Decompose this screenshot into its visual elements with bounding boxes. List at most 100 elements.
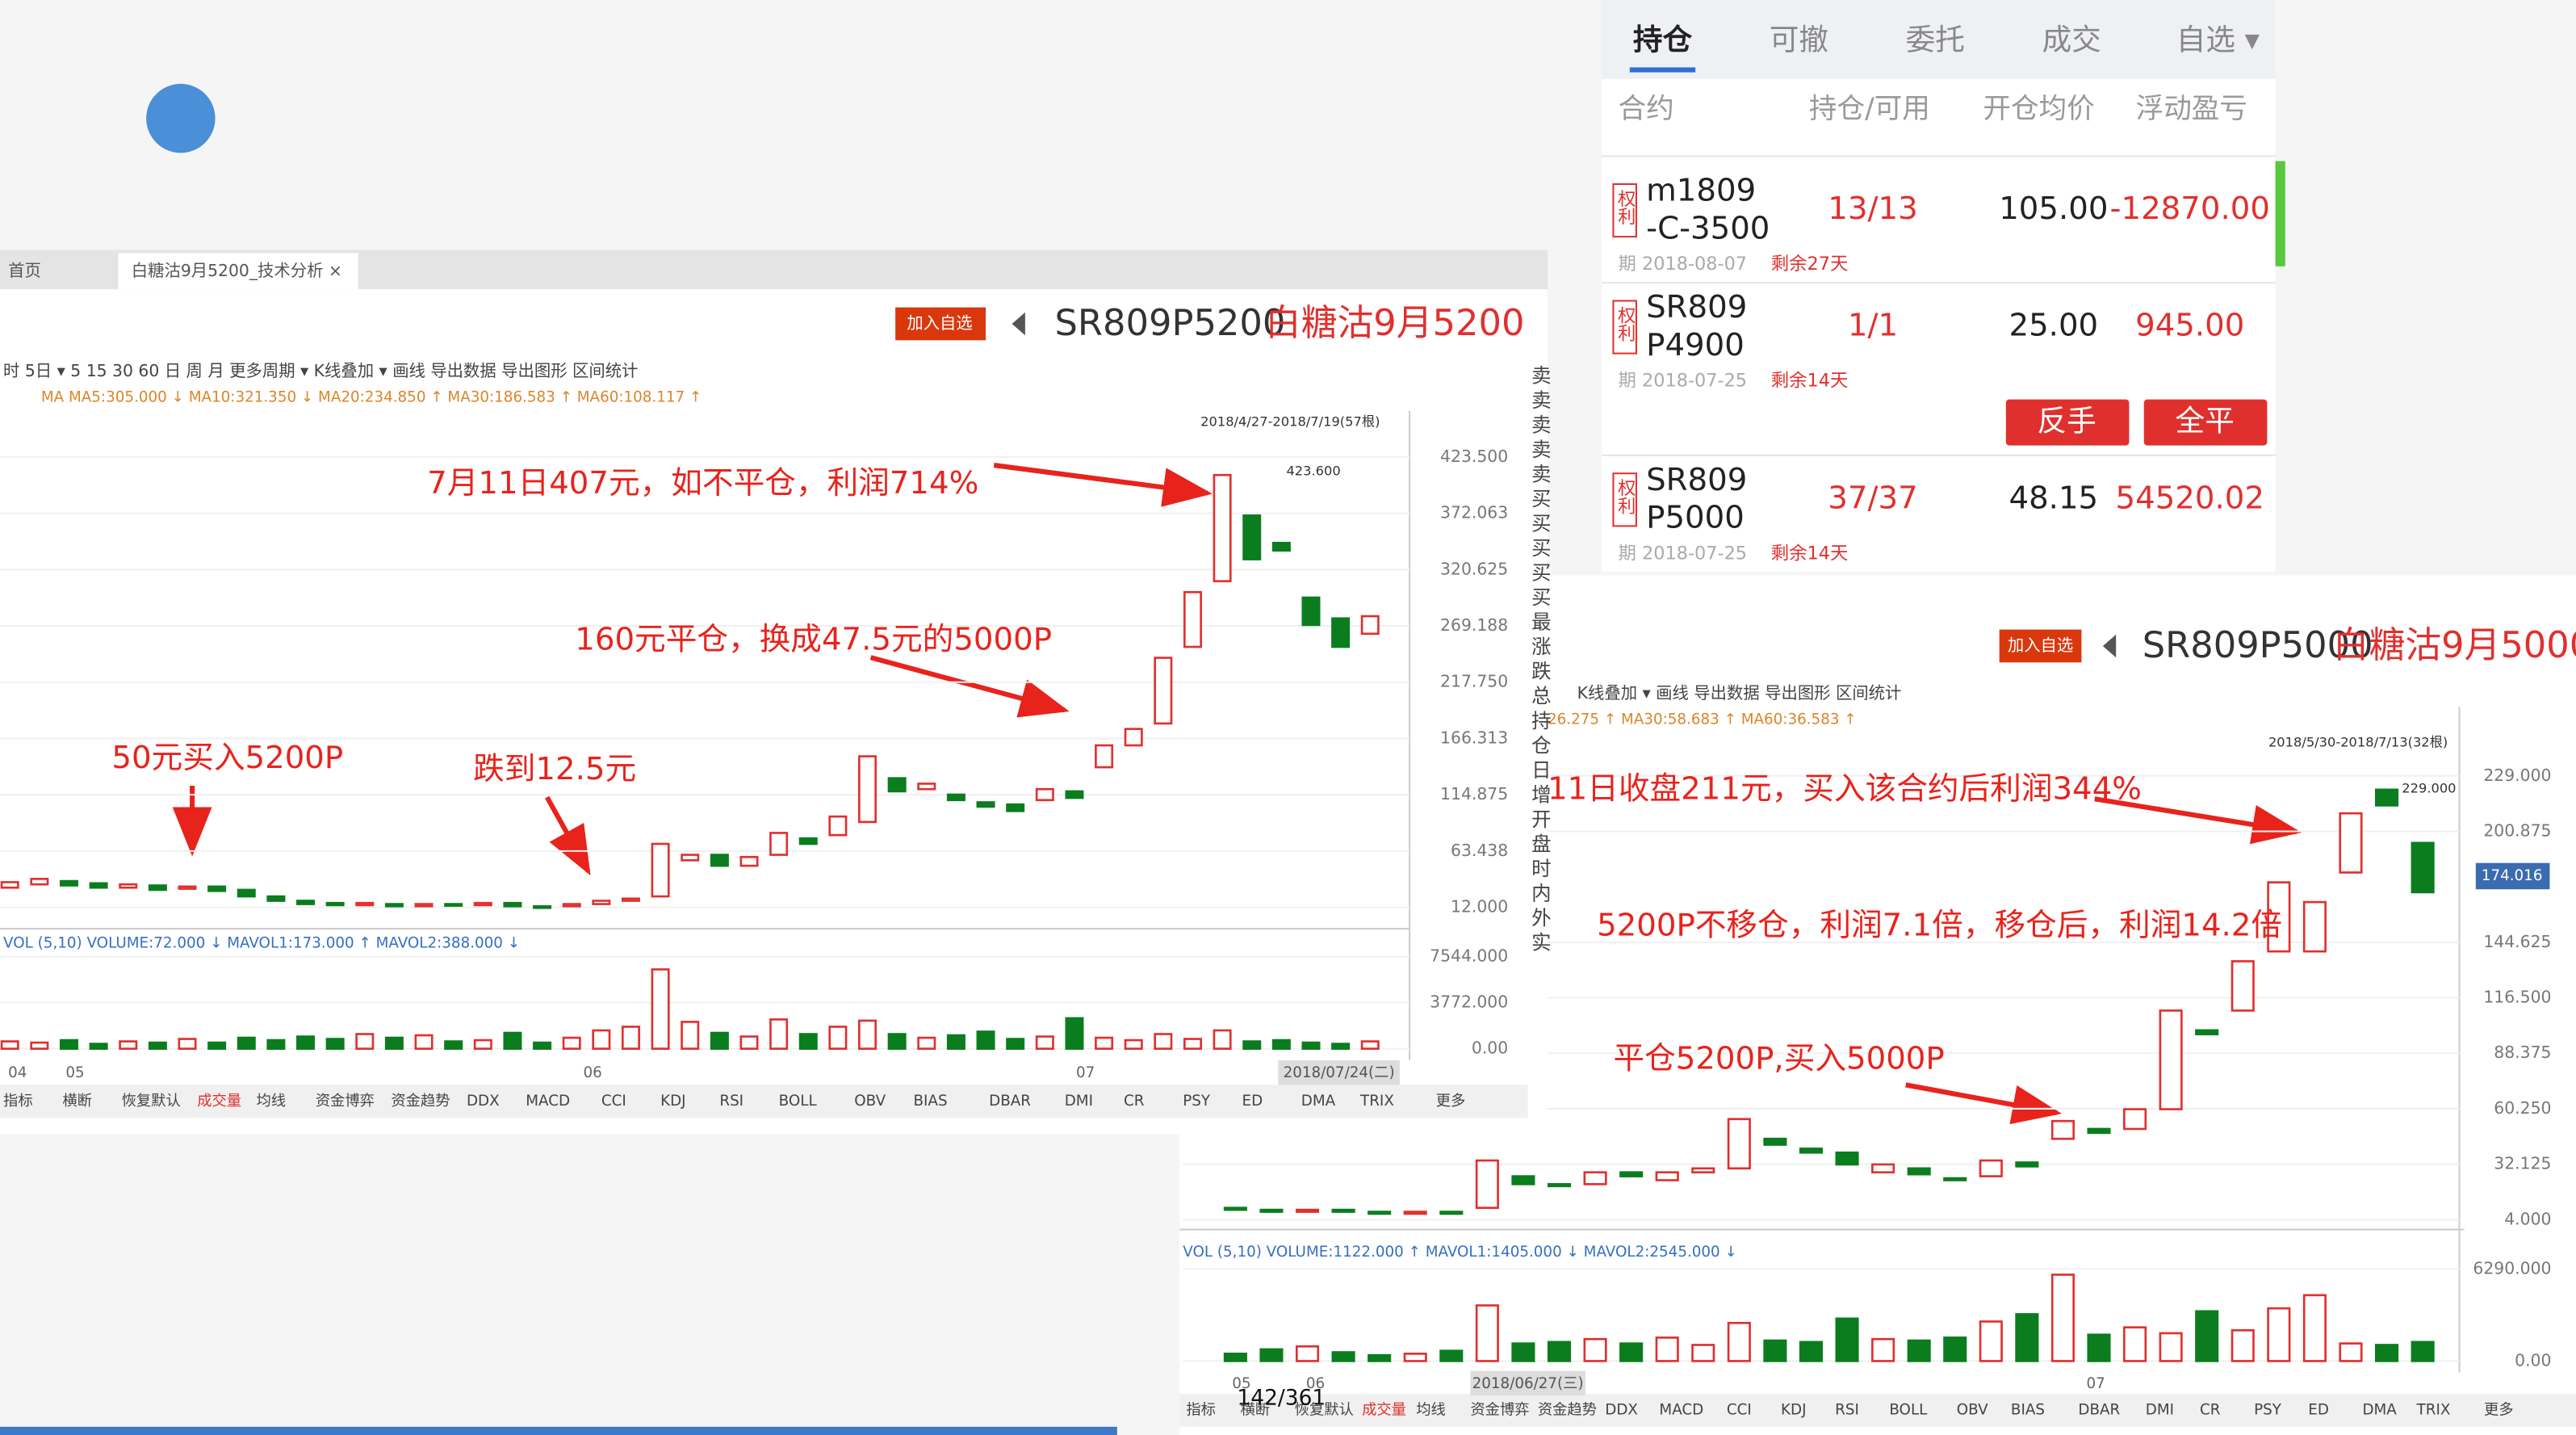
candle — [30, 878, 49, 886]
candle — [1763, 1137, 1787, 1146]
candle — [2159, 1009, 2183, 1110]
indicator-tab[interactable]: BIAS — [2011, 1401, 2045, 1418]
indicator-tab[interactable]: BOLL — [1889, 1401, 1928, 1418]
indicator-tab[interactable]: TRIX — [1359, 1093, 1394, 1110]
indicator-tab[interactable]: 指标 — [3, 1093, 33, 1110]
indicator-tab[interactable]: BOLL — [779, 1093, 818, 1110]
indicator-tab[interactable]: CCI — [601, 1093, 626, 1110]
volume-bar — [237, 1036, 256, 1050]
indicator-tab[interactable]: 成交量 — [197, 1093, 241, 1110]
y-tick-label: 63.438 — [1451, 841, 1508, 860]
indicator-tab[interactable]: DMI — [2146, 1401, 2174, 1418]
tab[interactable]: 委托 — [1906, 22, 1965, 57]
indicator-tab[interactable]: DMA — [2362, 1401, 2397, 1418]
candle — [1242, 514, 1262, 560]
indicator-tab[interactable]: DDX — [467, 1093, 500, 1110]
indicator-tab[interactable]: DBAR — [2078, 1401, 2120, 1418]
indicator-tab[interactable]: CR — [2200, 1401, 2221, 1418]
date-label: 07 — [2087, 1375, 2105, 1392]
candle — [1331, 617, 1351, 648]
volume-bar — [2195, 1310, 2219, 1362]
button-label[interactable]: 全平 — [2175, 404, 2234, 438]
tab[interactable]: 白糖沽9月5200_技术分析 × — [132, 261, 342, 281]
indicator-tab[interactable]: RSI — [719, 1093, 743, 1110]
column-header: 合约 — [1619, 93, 1674, 125]
tab[interactable]: 成交 — [2042, 22, 2101, 57]
y-tick-label: 166.313 — [1440, 728, 1508, 747]
indicator-tab[interactable]: DMI — [1065, 1093, 1093, 1110]
last-price: 174.016 — [2482, 867, 2543, 884]
indicator-tab[interactable]: 资金趋势 — [1538, 1401, 1597, 1418]
button[interactable] — [1999, 629, 2082, 663]
indicator-tab[interactable]: 资金博弈 — [316, 1093, 375, 1110]
indicator-tab[interactable]: 均线 — [1416, 1401, 1446, 1418]
indicator-tab[interactable]: PSY — [2254, 1401, 2282, 1418]
indicator-tab[interactable]: RSI — [1835, 1401, 1859, 1418]
indicator-tab[interactable]: 更多 — [2484, 1401, 2514, 1418]
indicator-tab[interactable]: CR — [1124, 1093, 1145, 1110]
indicator-tab[interactable]: 成交量 — [1362, 1401, 1406, 1418]
indicator-tab[interactable]: BIAS — [914, 1093, 948, 1110]
button[interactable] — [2005, 399, 2130, 446]
volume-bar — [739, 1035, 759, 1050]
indicator-tab[interactable]: MACD — [526, 1093, 570, 1110]
candle — [1006, 803, 1025, 812]
indicator-tab[interactable]: MACD — [1659, 1401, 1703, 1418]
button[interactable] — [895, 307, 986, 341]
candle — [1271, 541, 1291, 552]
indicator-tab[interactable]: OBV — [854, 1093, 886, 1110]
candle — [1835, 1151, 1859, 1166]
tab[interactable]: 首页 — [8, 261, 41, 280]
button[interactable] — [2143, 399, 2268, 446]
indicator-tab[interactable]: 恢复默认 — [122, 1093, 181, 1110]
contract: SR809 — [1646, 462, 1747, 498]
indicator-tab[interactable]: 更多 — [1436, 1093, 1466, 1110]
last-price-box — [2475, 862, 2550, 890]
indicator-tab[interactable]: ED — [1242, 1093, 1263, 1110]
indicator-tab[interactable]: KDJ — [660, 1093, 685, 1110]
date-label: 06 — [1306, 1375, 1325, 1392]
indicator-tab[interactable]: DDX — [1605, 1401, 1638, 1418]
indicator-tab[interactable]: 横断 — [62, 1093, 92, 1110]
candle — [1619, 1171, 1644, 1177]
date-box — [1470, 1370, 1585, 1396]
indicator-tab[interactable]: KDJ — [1781, 1401, 1806, 1418]
volume-bar — [1979, 1320, 2003, 1362]
candle — [1655, 1171, 1679, 1181]
button-label[interactable]: 反手 — [2038, 404, 2096, 438]
indicator-tab[interactable]: 资金博弈 — [1470, 1401, 1529, 1418]
indicator-tab[interactable]: DBAR — [989, 1093, 1031, 1110]
candle — [1403, 1211, 1427, 1215]
volume-bar — [1511, 1342, 1535, 1362]
volume-bar — [533, 1041, 552, 1050]
volume-legend: VOL (5,10) VOLUME:72.000 ↓ MAVOL1:173.00… — [3, 934, 520, 951]
indicator-tab[interactable]: 恢复默认 — [1295, 1401, 1354, 1418]
indicator-tab[interactable]: ED — [2308, 1401, 2329, 1418]
pnl: 945.00 — [2135, 308, 2244, 344]
candle — [828, 815, 848, 837]
volume-bar — [621, 1026, 640, 1050]
indicator-tab[interactable]: 均线 — [256, 1093, 286, 1110]
indicator-tab[interactable]: 指标 — [1186, 1401, 1216, 1418]
pnl: 54520.02 — [2116, 480, 2264, 516]
candle — [1035, 787, 1054, 802]
candle — [917, 783, 936, 791]
indicator-tab[interactable]: 横断 — [1240, 1401, 1270, 1418]
indicator-tab[interactable]: CCI — [1727, 1401, 1752, 1418]
contract: P4900 — [1646, 327, 1745, 363]
indicator-tab[interactable]: 资金趋势 — [391, 1093, 450, 1110]
tab[interactable]: 自选 ▾ — [2176, 22, 2260, 57]
tab[interactable]: 持仓 — [1633, 22, 1693, 57]
tab-active[interactable] — [118, 253, 358, 290]
indicator-tab[interactable]: OBV — [1957, 1401, 1988, 1418]
tab[interactable]: 可撤 — [1770, 22, 1828, 57]
indicator-tab[interactable]: PSY — [1183, 1093, 1211, 1110]
indicator-tab[interactable]: TRIX — [2416, 1401, 2451, 1418]
candle — [562, 903, 581, 908]
button-label[interactable]: 加入自选 — [907, 313, 972, 333]
volume-bar — [1259, 1348, 1284, 1362]
button-label[interactable]: 加入自选 — [2008, 636, 2073, 655]
indicator-tab[interactable]: DMA — [1301, 1093, 1336, 1110]
candle — [858, 755, 878, 824]
